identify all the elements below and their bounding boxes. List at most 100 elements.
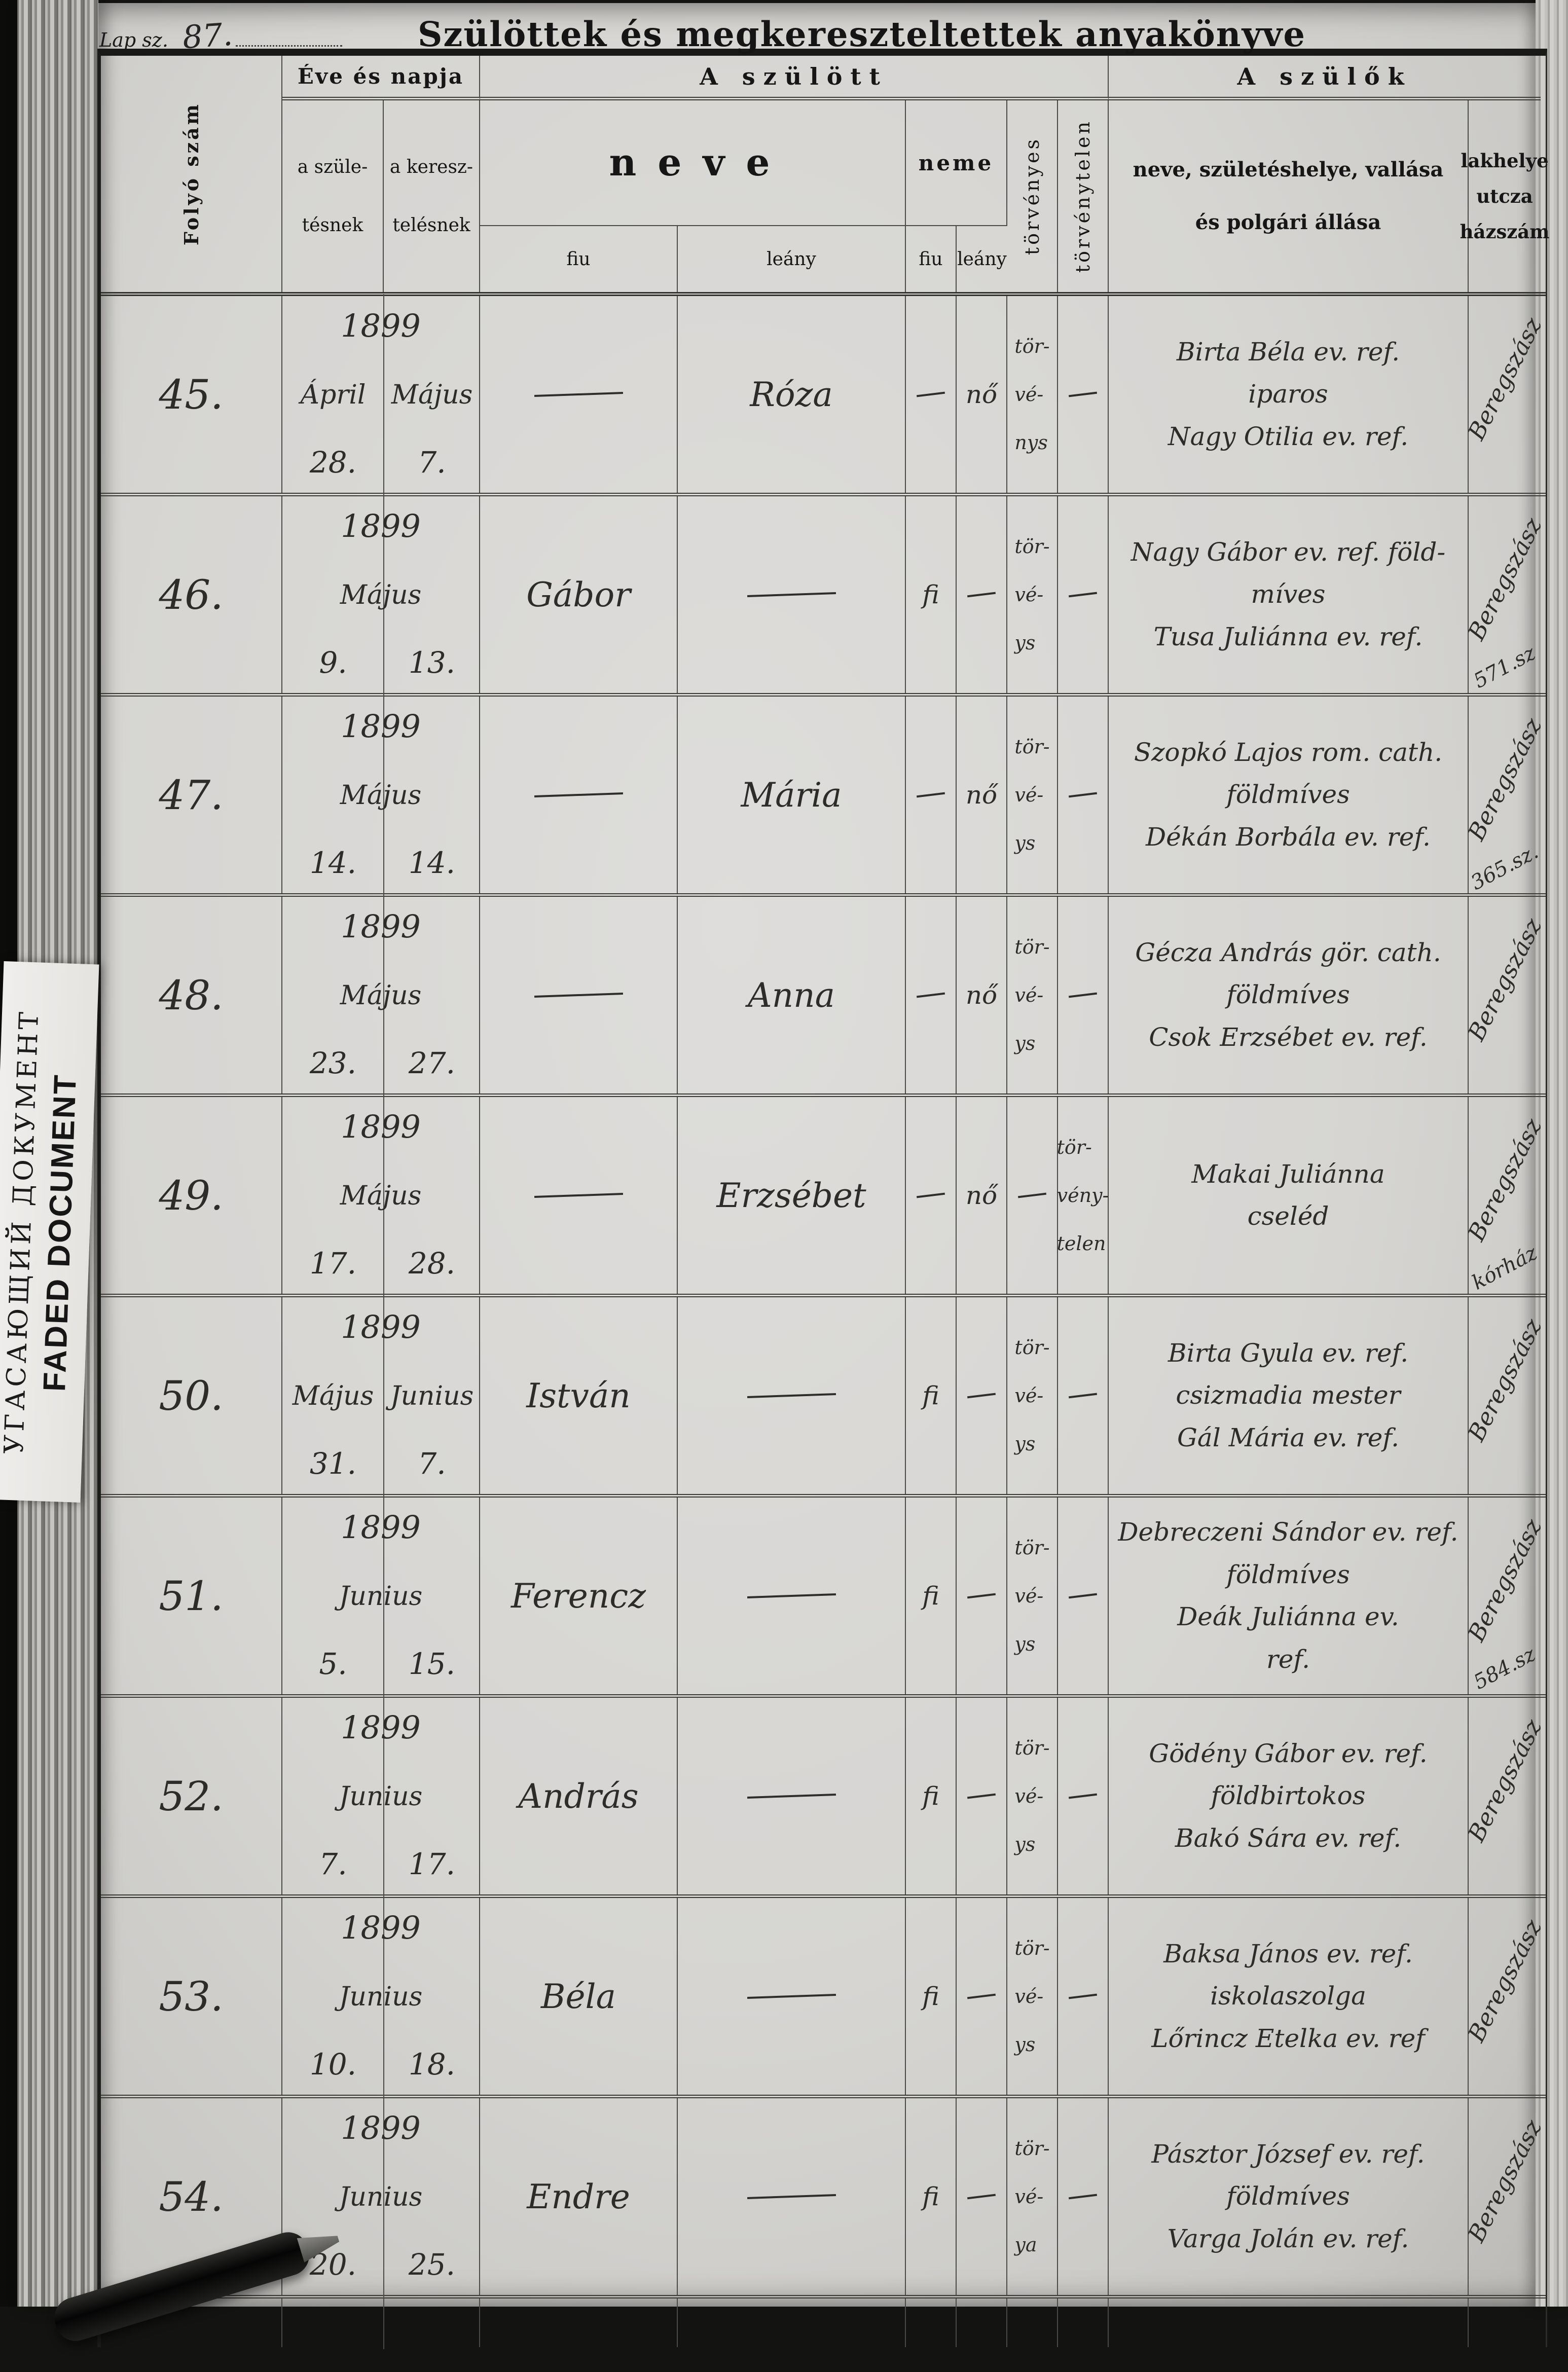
cell-months: Május: [282, 580, 479, 610]
header-neme-fiu: fiu: [906, 226, 957, 292]
dash-mark: [534, 1192, 623, 1198]
month-value: Junius: [339, 1981, 423, 2012]
dash-mark: [534, 992, 623, 998]
cell-months: Ápril Május: [282, 380, 479, 410]
cell-torvenyes: tör- vé- ya: [1007, 2098, 1058, 2295]
column-divider: [383, 1095, 384, 1296]
cell-neme-leany: nő: [957, 697, 1007, 893]
header-szulok-adatok: neve, születéshelye, vallása és polgári …: [1109, 100, 1469, 292]
cell-neme-fiu: [906, 296, 957, 493]
cell-neme-fiu: fi: [906, 1498, 957, 1694]
cell-residence: Beregszász: [1469, 897, 1541, 1093]
month-value: Junius: [339, 1581, 423, 1612]
residence-note: 584.sz: [1470, 1643, 1540, 1694]
cell-residence: Beregszász 365.sz.: [1469, 697, 1541, 893]
cell-months: Junius: [282, 2182, 479, 2212]
table-header: Folyó szám Éve és napja A szülött A szül…: [101, 56, 1549, 296]
parents-line: iskolaszolga: [1210, 1981, 1366, 2011]
day-value: 31.: [309, 1446, 357, 1481]
column-divider: [383, 895, 384, 1096]
cell-residence: Beregszász: [1469, 296, 1541, 493]
cell-parents: Gödény Gábor ev. ref. földbirtokos Bakó Sá…: [1109, 1698, 1469, 1894]
dash-mark: [747, 1393, 836, 1399]
cell-residence: [1469, 2298, 1541, 2347]
parents-line: csizmadia mester: [1176, 1380, 1401, 1410]
cell-parents: [1109, 2298, 1469, 2347]
cell-parents: Nagy Gábor ev. ref. föld-míves Tusa Juliá…: [1109, 496, 1469, 693]
cell-name-leany: Anna: [678, 897, 906, 1093]
cell-name-leany: [678, 2098, 906, 2295]
residence-value: Beregszász: [1469, 313, 1541, 445]
day-value: 5.: [319, 1647, 347, 1681]
cell-date: 1899 Junius 7. 17.: [282, 1696, 480, 1896]
parents-line: Csok Erzsébet ev. ref.: [1149, 1022, 1428, 1052]
cell-year: 1899: [341, 708, 421, 745]
cell-neme-leany: nő: [957, 296, 1007, 493]
cell-days: 10. 18.: [282, 2047, 479, 2082]
cell-days: 28. 7.: [282, 445, 479, 480]
cell-name-leany: [678, 496, 906, 693]
month-value: Május: [340, 579, 422, 610]
cell-name-leany: Róza: [678, 296, 906, 493]
parents-line: Lőrincz Etelka ev. ref: [1151, 2023, 1425, 2053]
parents-line: földmíves: [1226, 980, 1350, 1010]
cell-date: 1899 Május 17. 28.: [282, 1095, 480, 1296]
cell-neme-leany: [957, 1498, 1007, 1694]
cell-name-leany: Erzsébet: [678, 1097, 906, 1294]
parents-line: földmíves: [1226, 1559, 1350, 1589]
cell-year: 1899: [341, 1108, 421, 1145]
cell-torvenytelen: [1058, 496, 1109, 693]
parents-line: Szopkó Lajos rom. cath.: [1134, 737, 1443, 767]
residence-note: 365.sz.: [1469, 840, 1541, 893]
register-row-partial: [101, 2295, 1546, 2349]
cell-name-fiu: [480, 897, 678, 1093]
cell-days: 31. 7.: [282, 1446, 479, 1481]
cell-months: Junius: [282, 1781, 479, 1812]
cell-folyo-szam: 49.: [101, 1097, 282, 1294]
column-divider: [383, 294, 384, 495]
dash-mark: [747, 2194, 836, 2200]
parents-line: földmíves: [1226, 2181, 1350, 2211]
cell-neme-fiu: [906, 1097, 957, 1294]
dash-mark: [967, 592, 996, 598]
dash-mark: [747, 592, 836, 598]
cell-name-fiu: [480, 1097, 678, 1294]
header-eve-es-napja: Éve és napja: [282, 56, 480, 100]
parents-line: Varga Jolán ev. ref.: [1167, 2223, 1409, 2253]
header-neme: neme: [906, 100, 1007, 226]
cell-neme-fiu: [906, 2298, 957, 2347]
day-value: 14.: [408, 846, 456, 880]
cell-neme-fiu: fi: [906, 1898, 957, 2095]
cell-parents: Gécza András gör. cath. földmíves Csok Erz…: [1109, 897, 1469, 1093]
cell-residence: Beregszász 571.sz: [1469, 496, 1541, 693]
cell-torvenytelen: [1058, 2298, 1109, 2347]
day-value: 7.: [418, 1446, 446, 1481]
column-divider: [383, 2096, 384, 2297]
parents-line: földmíves: [1226, 780, 1350, 810]
dash-mark: [967, 1793, 996, 1799]
table-body: 45. 1899 Ápril Május 28. 7. Róza nő tör- vé- nys…: [101, 294, 1546, 2349]
column-divider: [383, 494, 384, 695]
dash-mark: [916, 792, 945, 798]
cell-months: Junius: [282, 1581, 479, 1612]
dash-mark: [1068, 592, 1098, 598]
header-neve: neve: [480, 100, 906, 226]
header-neme-leany: leány: [957, 248, 1007, 270]
cell-parents: Birta Béla ev. ref. iparos Nagy Otilia ev.…: [1109, 296, 1469, 493]
cell-name-fiu: András: [480, 1698, 678, 1894]
header-neve-fiu: fiu: [480, 226, 678, 292]
cell-folyo-szam: 53.: [101, 1898, 282, 2095]
dash-mark: [747, 1793, 836, 1799]
cell-name-leany: [678, 1698, 906, 1894]
cell-date: 1899 Junius 10. 18.: [282, 1896, 480, 2097]
cell-folyo-szam: 47.: [101, 697, 282, 893]
cell-neme-leany: [957, 496, 1007, 693]
header-a-szulott: A szülött: [480, 56, 1109, 100]
dash-mark: [1068, 2194, 1098, 2200]
cell-days: 17. 28.: [282, 1246, 479, 1281]
cell-name-leany: [678, 2298, 906, 2347]
register-table: Folyó szám Éve és napja A szülött A szül…: [97, 49, 1549, 2349]
register-row: 46. 1899 Május 9. 13. Gábor fi tör- vé- ys Nagy …: [101, 493, 1546, 695]
cell-date: 1899 Május 14. 14.: [282, 695, 480, 895]
